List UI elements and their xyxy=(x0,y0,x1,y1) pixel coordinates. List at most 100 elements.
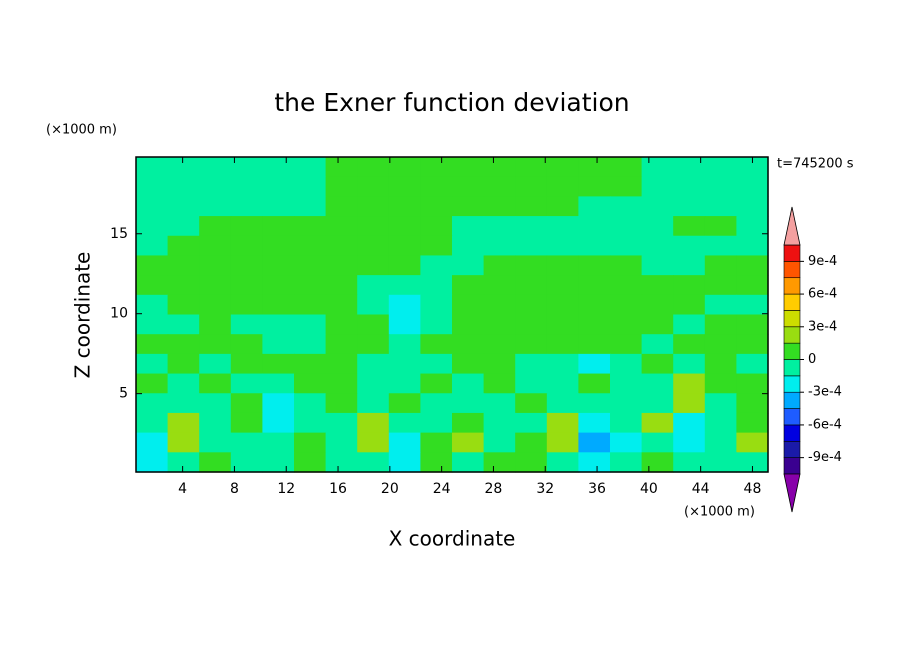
colorbar-band xyxy=(783,391,801,409)
contour-cell xyxy=(325,255,358,276)
contour-cell xyxy=(230,373,263,394)
contour-cell xyxy=(736,353,769,375)
x-tick-label: 16 xyxy=(329,481,347,497)
contour-cell xyxy=(546,412,579,434)
contour-cell xyxy=(641,353,674,375)
contour-cell xyxy=(199,176,232,197)
contour-cell xyxy=(641,294,674,316)
contour-cell xyxy=(420,216,453,237)
contour-cell xyxy=(262,196,295,217)
contour-cell xyxy=(610,196,643,217)
colorbar-band xyxy=(783,310,801,328)
contour-cell xyxy=(294,314,327,335)
colorbar-tick-label: -3e-4 xyxy=(808,385,842,400)
contour-cell xyxy=(546,157,579,178)
contour-cell xyxy=(641,196,674,217)
contour-cell xyxy=(325,196,358,217)
contour-cell xyxy=(641,314,674,335)
colorbar-band xyxy=(783,457,801,475)
contour-cell xyxy=(736,235,769,257)
contour-cell xyxy=(673,196,706,217)
colorbar-under xyxy=(783,473,801,513)
contour-cell xyxy=(736,157,769,178)
contour-cell xyxy=(167,373,200,394)
contour-cell xyxy=(167,412,200,434)
y-unit: (×1000 m) xyxy=(46,123,117,138)
contour-cell xyxy=(610,157,643,178)
contour-cell xyxy=(199,393,232,414)
contour-cell xyxy=(294,353,327,375)
contour-cell xyxy=(167,452,200,473)
contour-cell xyxy=(704,235,737,257)
contour-cell xyxy=(515,334,548,355)
contour-cell xyxy=(262,334,295,355)
contour-cell xyxy=(136,373,169,394)
contour-cell xyxy=(736,432,769,453)
contour-cell xyxy=(515,196,548,217)
contour-cell xyxy=(262,216,295,237)
x-tick-label: 40 xyxy=(640,481,658,497)
contour-cell xyxy=(420,334,453,355)
contour-cell xyxy=(262,314,295,335)
x-tick-label: 44 xyxy=(692,481,710,497)
colorbar-band xyxy=(783,359,801,377)
contour-cell xyxy=(388,255,421,276)
contour-cell xyxy=(546,275,579,296)
colorbar-band xyxy=(783,375,801,393)
contour-cell xyxy=(199,216,232,237)
contour-cell xyxy=(230,294,263,316)
contour-cell xyxy=(262,176,295,197)
contour-cell xyxy=(325,334,358,355)
contour-cell xyxy=(420,196,453,217)
contour-cell xyxy=(230,157,263,178)
contour-cell xyxy=(325,452,358,473)
contour-cell xyxy=(578,373,611,394)
contour-cell xyxy=(610,275,643,296)
contour-cell xyxy=(515,235,548,257)
contour-cell xyxy=(578,393,611,414)
x-tick-label: 36 xyxy=(588,481,606,497)
contour-cell xyxy=(641,255,674,276)
colorbar-tick-label: 3e-4 xyxy=(808,319,837,334)
contour-cell xyxy=(294,196,327,217)
contour-cell xyxy=(736,334,769,355)
contour-cell xyxy=(420,314,453,335)
contour-cell xyxy=(420,157,453,178)
contour-cell xyxy=(736,196,769,217)
contour-cell xyxy=(546,235,579,257)
contour-cell xyxy=(483,196,516,217)
contour-cell xyxy=(704,157,737,178)
contour-cell xyxy=(483,334,516,355)
contour-cell xyxy=(578,334,611,355)
contour-cell xyxy=(452,393,485,414)
contour-cell xyxy=(641,275,674,296)
contour-cell xyxy=(610,334,643,355)
contour-cell xyxy=(294,412,327,434)
contour-cell xyxy=(357,157,390,178)
contour-cell xyxy=(578,353,611,375)
contour-cell xyxy=(325,373,358,394)
contour-cell xyxy=(230,353,263,375)
contour-cell xyxy=(515,432,548,453)
contour-cell xyxy=(452,353,485,375)
contour-cell xyxy=(294,176,327,197)
contour-cell xyxy=(578,176,611,197)
y-tick-label: 15 xyxy=(110,226,128,242)
contour-cell xyxy=(515,393,548,414)
contour-cell xyxy=(673,294,706,316)
contour-cell xyxy=(325,216,358,237)
contour-cell xyxy=(578,452,611,473)
contour-cell xyxy=(420,275,453,296)
contour-cell xyxy=(515,412,548,434)
contour-cell xyxy=(325,294,358,316)
contour-cell xyxy=(294,432,327,453)
x-axis-label: X coordinate xyxy=(389,527,516,551)
contour-cell xyxy=(357,216,390,237)
contour-cell xyxy=(420,432,453,453)
contour-cell xyxy=(167,196,200,217)
colorbar-band xyxy=(783,293,801,311)
contour-cell xyxy=(704,314,737,335)
contour-cell xyxy=(199,334,232,355)
contour-cell xyxy=(736,373,769,394)
contour-cell xyxy=(704,255,737,276)
